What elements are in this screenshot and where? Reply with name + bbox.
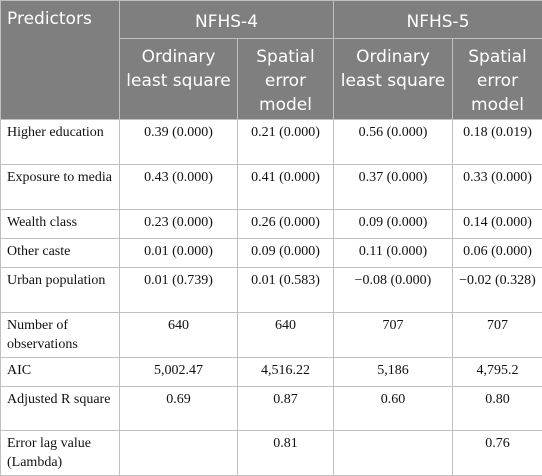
row-label: Wealth class <box>1 210 120 239</box>
nfhs4-header: NFHS-4 <box>120 1 334 39</box>
table-row: AIC 5,002.47 4,516.22 5,186 4,795.2 <box>1 358 542 387</box>
table-row: Number of observations 640 640 707 707 <box>1 313 542 358</box>
cell-value: 4,795.2 <box>453 358 542 387</box>
cell-value: −0.08 (0.000) <box>334 268 453 313</box>
cell-value <box>334 431 453 476</box>
cell-value: 0.26 (0.000) <box>238 210 334 239</box>
cell-value: 0.01 (0.583) <box>238 268 334 313</box>
row-label: Other caste <box>1 239 120 268</box>
cell-value: 0.37 (0.000) <box>334 165 453 210</box>
row-label: AIC <box>1 358 120 387</box>
cell-value: 0.76 <box>453 431 542 476</box>
cell-value: 0.06 (0.000) <box>453 239 542 268</box>
table-row: Error lag value (Lambda) 0.81 0.76 <box>1 431 542 476</box>
cell-value: 640 <box>120 313 238 358</box>
nfhs5-header: NFHS-5 <box>334 1 542 39</box>
nfhs5-ols-header: Ordinary least square <box>334 39 453 120</box>
cell-value: 0.43 (0.000) <box>120 165 238 210</box>
nfhs4-ols-header: Ordinary least square <box>120 39 238 120</box>
cell-value <box>120 431 238 476</box>
cell-value: 0.39 (0.000) <box>120 120 238 165</box>
table-body: Higher education 0.39 (0.000) 0.21 (0.00… <box>1 120 542 476</box>
cell-value: 0.01 (0.000) <box>120 239 238 268</box>
cell-value: −0.02 (0.328) <box>453 268 542 313</box>
cell-value: 0.11 (0.000) <box>334 239 453 268</box>
cell-value: 0.14 (0.000) <box>453 210 542 239</box>
table-row: Higher education 0.39 (0.000) 0.21 (0.00… <box>1 120 542 165</box>
cell-value: 0.09 (0.000) <box>334 210 453 239</box>
cell-value: 0.21 (0.000) <box>238 120 334 165</box>
cell-value: 5,002.47 <box>120 358 238 387</box>
cell-value: 0.80 <box>453 387 542 431</box>
row-label: Error lag value (Lambda) <box>1 431 120 476</box>
cell-value: 0.23 (0.000) <box>120 210 238 239</box>
cell-value: 0.81 <box>238 431 334 476</box>
table-row: Urban population 0.01 (0.739) 0.01 (0.58… <box>1 268 542 313</box>
table-header: Predictors NFHS-4 NFHS-5 Ordinary least … <box>1 1 542 120</box>
cell-value: 5,186 <box>334 358 453 387</box>
table-row: Exposure to media 0.43 (0.000) 0.41 (0.0… <box>1 165 542 210</box>
cell-value: 0.01 (0.739) <box>120 268 238 313</box>
cell-value: 707 <box>334 313 453 358</box>
table-row: Wealth class 0.23 (0.000) 0.26 (0.000) 0… <box>1 210 542 239</box>
cell-value: 0.33 (0.000) <box>453 165 542 210</box>
cell-value: 0.87 <box>238 387 334 431</box>
table-row: Other caste 0.01 (0.000) 0.09 (0.000) 0.… <box>1 239 542 268</box>
cell-value: 0.56 (0.000) <box>334 120 453 165</box>
cell-value: 0.18 (0.019) <box>453 120 542 165</box>
table-row: Adjusted R square 0.69 0.87 0.60 0.80 <box>1 387 542 431</box>
nfhs4-sem-header: Spatial error model <box>238 39 334 120</box>
row-label: Number of observations <box>1 313 120 358</box>
cell-value: 640 <box>238 313 334 358</box>
cell-value: 0.69 <box>120 387 238 431</box>
cell-value: 0.60 <box>334 387 453 431</box>
row-label: Exposure to media <box>1 165 120 210</box>
row-label: Urban population <box>1 268 120 313</box>
predictors-header: Predictors <box>1 1 120 120</box>
cell-value: 707 <box>453 313 542 358</box>
row-label: Higher education <box>1 120 120 165</box>
nfhs5-sem-header: Spatial error model <box>453 39 542 120</box>
row-label: Adjusted R square <box>1 387 120 431</box>
cell-value: 0.09 (0.000) <box>238 239 334 268</box>
cell-value: 0.41 (0.000) <box>238 165 334 210</box>
cell-value: 4,516.22 <box>238 358 334 387</box>
